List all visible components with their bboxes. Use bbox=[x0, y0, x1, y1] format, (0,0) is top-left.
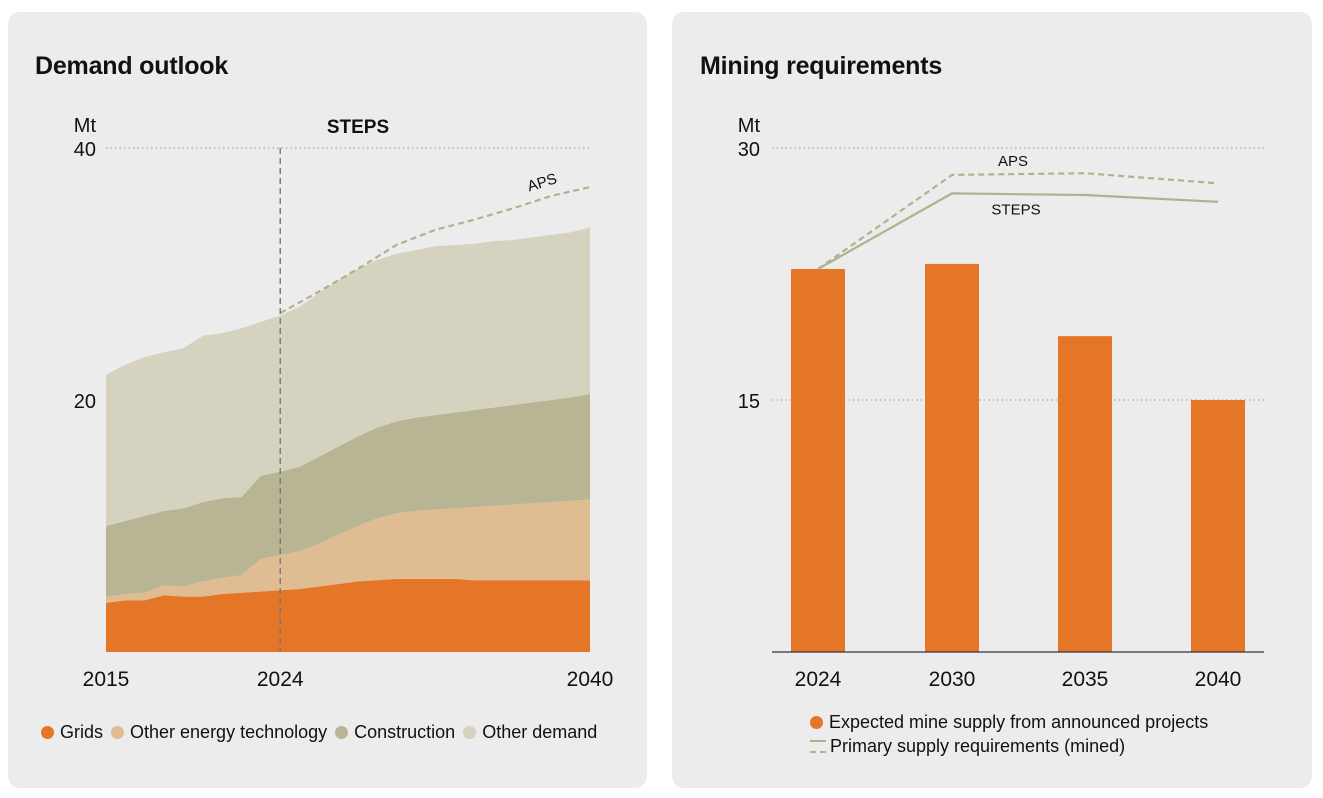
y-tick-label-40: 40 bbox=[74, 139, 96, 161]
legend-item-other-energy-technology: Other energy technology bbox=[111, 722, 327, 743]
x-tick-label-2015: 2015 bbox=[83, 668, 130, 691]
legend-dot-icon bbox=[111, 726, 125, 739]
legend-label: Primary supply requirements (mined) bbox=[830, 736, 1126, 756]
legend-line-icon bbox=[810, 740, 826, 753]
legend-item-grids: Grids bbox=[41, 722, 103, 743]
legend-dot-icon bbox=[463, 726, 477, 739]
demand-legend: Grids Other energy technology Construction… bbox=[41, 722, 605, 743]
x-tick-label-2024: 2024 bbox=[795, 668, 842, 691]
demand-outlook-panel: Demand outlook 20 40 Mt APS STEPS 2015 2024 204… bbox=[8, 12, 647, 788]
y-tick-label-20: 20 bbox=[74, 391, 96, 413]
steps-line-label: STEPS bbox=[991, 201, 1040, 218]
y-tick-label-30: 30 bbox=[738, 139, 760, 161]
x-tick-label-2024: 2024 bbox=[257, 668, 304, 691]
line-steps bbox=[817, 192, 1219, 270]
x-tick-label-2035: 2035 bbox=[1062, 668, 1109, 691]
legend-dot-icon bbox=[810, 716, 823, 729]
legend-label: Construction bbox=[354, 722, 456, 742]
x-tick-label-2030: 2030 bbox=[929, 668, 976, 691]
bar-2040 bbox=[1191, 400, 1245, 652]
legend-item-primary-supply-requirements-mined: Primary supply requirements (mined) bbox=[810, 736, 1208, 757]
area-other-energy-technology bbox=[106, 499, 590, 603]
x-tick-label-2040: 2040 bbox=[1195, 668, 1242, 691]
legend-item-construction: Construction bbox=[335, 722, 455, 743]
legend-label: Grids bbox=[60, 722, 104, 742]
mining-requirements-title: Mining requirements bbox=[700, 52, 943, 80]
area-construction bbox=[106, 393, 590, 597]
demand-outlook-title: Demand outlook bbox=[35, 52, 229, 80]
aps-line-label: APS bbox=[998, 153, 1028, 170]
line-aps bbox=[817, 172, 1219, 270]
mining-legend: Expected mine supply from announced proj… bbox=[810, 712, 1208, 760]
y-axis-unit: Mt bbox=[74, 115, 97, 137]
legend-item-other-demand: Other demand bbox=[463, 722, 597, 743]
y-axis-unit: Mt bbox=[738, 115, 761, 137]
legend-item-expected-mine-supply-from-announced-projects: Expected mine supply from announced proj… bbox=[810, 712, 1208, 733]
aps-projection-line bbox=[279, 186, 591, 315]
x-tick-label-2040: 2040 bbox=[567, 668, 614, 691]
legend-label: Expected mine supply from announced proj… bbox=[829, 712, 1209, 732]
y-tick-label-15: 15 bbox=[738, 391, 760, 413]
bar-2030 bbox=[925, 263, 979, 652]
legend-dot-icon bbox=[41, 726, 54, 739]
mining-requirements-panel: Mining requirements 15 30 Mt APS STEPS 2024 20… bbox=[672, 12, 1312, 788]
legend-label: Other energy technology bbox=[130, 722, 328, 742]
legend-dot-icon bbox=[335, 726, 349, 739]
steps-label: STEPS bbox=[327, 117, 389, 138]
aps-label: APS bbox=[525, 170, 559, 195]
bar-2024 bbox=[791, 268, 845, 652]
legend-label: Other demand bbox=[482, 722, 598, 742]
bar-2035 bbox=[1058, 336, 1112, 652]
area-other-demand bbox=[106, 227, 590, 526]
area-grids bbox=[106, 578, 590, 652]
